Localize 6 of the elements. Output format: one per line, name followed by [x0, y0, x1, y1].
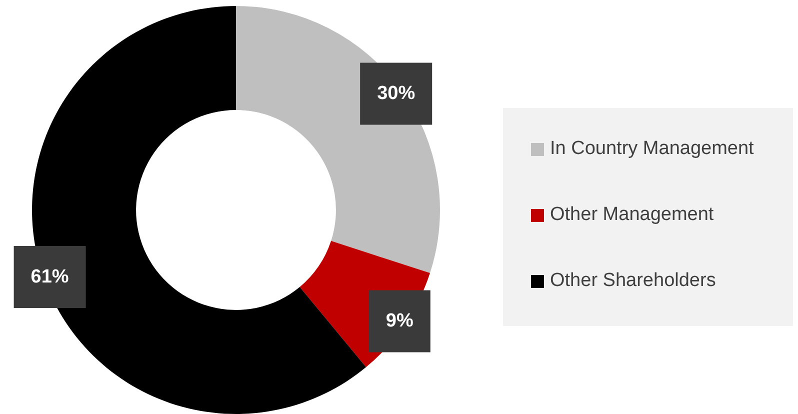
- legend-label: In Country Management: [550, 138, 754, 160]
- legend-label: Other Management: [550, 204, 714, 226]
- data-label: 30%: [377, 82, 416, 104]
- legend-label: Other Shareholders: [550, 270, 716, 292]
- data-label: 61%: [30, 266, 69, 288]
- data-label: 9%: [386, 310, 414, 332]
